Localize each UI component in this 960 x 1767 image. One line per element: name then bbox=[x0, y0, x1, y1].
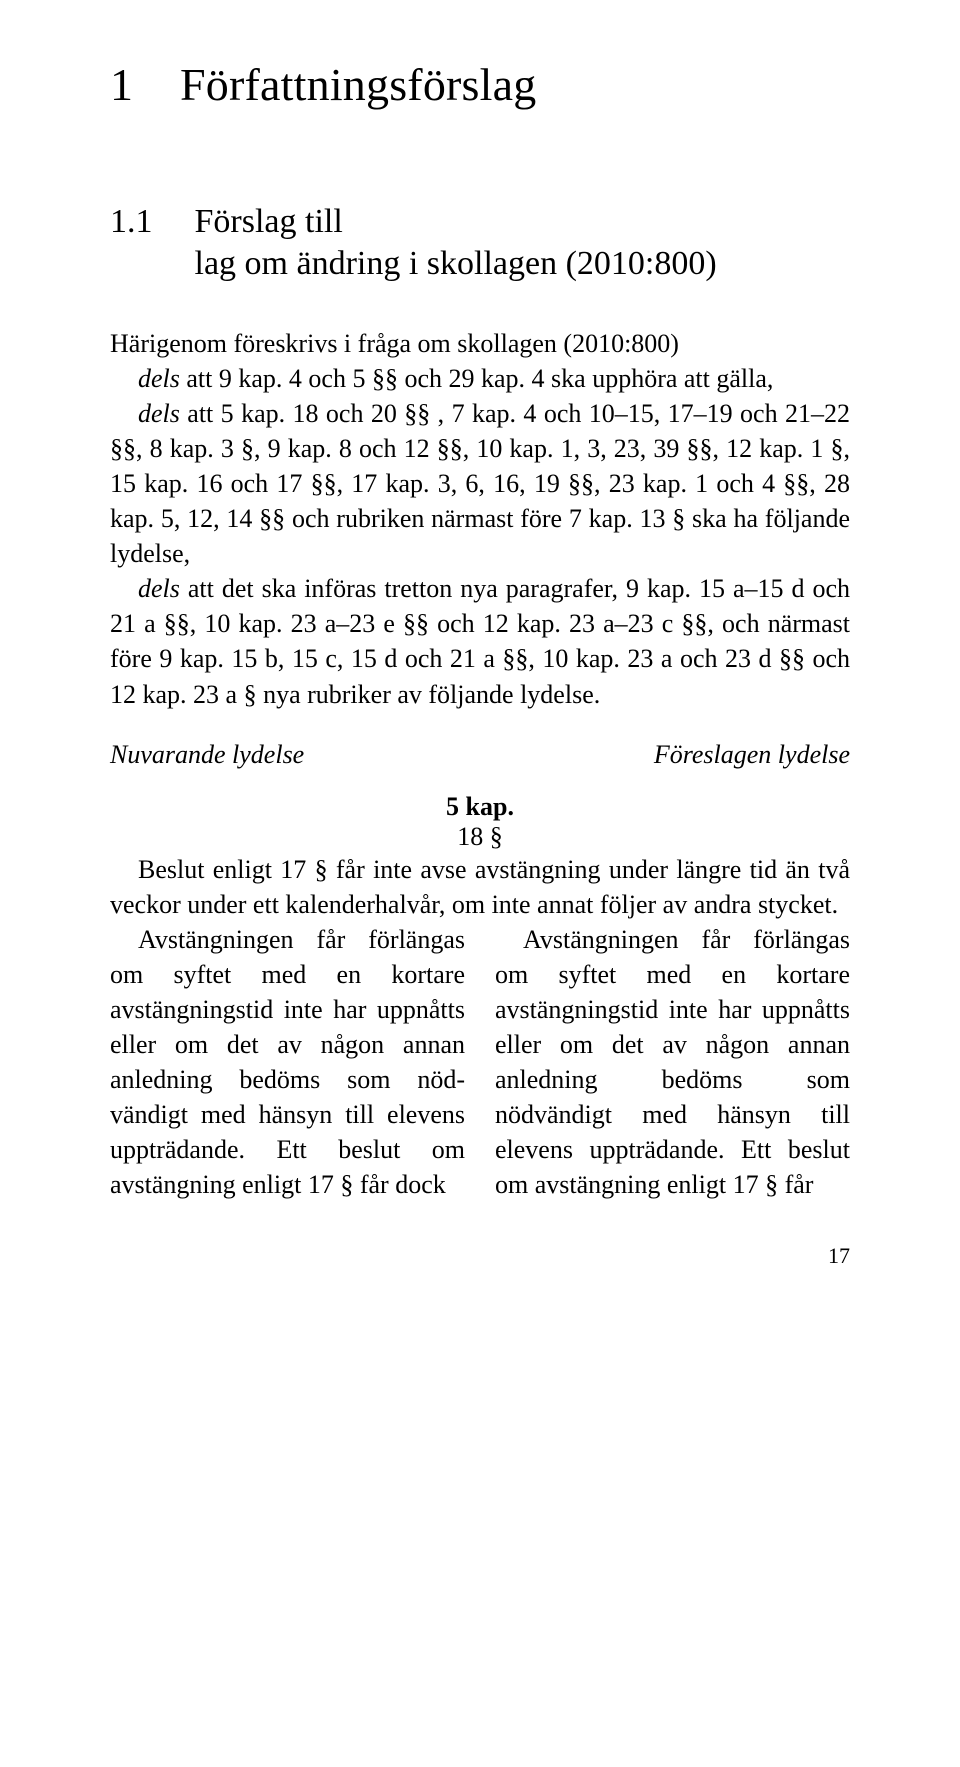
chapter-number: 1 bbox=[110, 59, 133, 110]
intro-paragraph-4: dels att det ska införas tretton nya par… bbox=[110, 571, 850, 711]
intro-p3-rest: att 5 kap. 18 och 20 §§ , 7 kap. 4 och 1… bbox=[110, 399, 850, 568]
section-title-text: Förslag till lag om ändring i skollagen … bbox=[195, 201, 851, 286]
chapter-title-text: Författningsförslag bbox=[180, 59, 536, 110]
dels-italic: dels bbox=[138, 364, 180, 393]
left-column-header: Nuvarande lydelse bbox=[110, 740, 304, 770]
paragraph-label: 18 § bbox=[110, 822, 850, 852]
dels-italic: dels bbox=[138, 574, 180, 603]
intro-paragraph-3: dels att 5 kap. 18 och 20 §§ , 7 kap. 4 … bbox=[110, 396, 850, 571]
document-page: 1 Författningsförslag 1.1 Förslag till l… bbox=[0, 0, 960, 1767]
two-column-comparison: Avstängningen får förlängas om syftet me… bbox=[110, 922, 850, 1203]
right-column-header: Föreslagen lydelse bbox=[654, 740, 850, 770]
intro-p2-rest: att 9 kap. 4 och 5 §§ och 29 kap. 4 ska … bbox=[180, 364, 774, 393]
chapter-title: 1 Författningsförslag bbox=[110, 60, 850, 111]
kapitel-label: 5 kap. bbox=[110, 792, 850, 822]
left-column-text: Avstängningen får förlängas om syftet me… bbox=[110, 922, 465, 1203]
full-width-paragraph: Beslut enligt 17 § får inte avse avstäng… bbox=[110, 852, 850, 922]
column-headers: Nuvarande lydelse Föreslagen lydelse bbox=[110, 740, 850, 770]
intro-paragraph-2: dels att 9 kap. 4 och 5 §§ och 29 kap. 4… bbox=[110, 361, 850, 396]
dels-italic: dels bbox=[138, 399, 180, 428]
page-number: 17 bbox=[110, 1243, 850, 1269]
section-number: 1.1 bbox=[110, 201, 153, 286]
section-title: 1.1 Förslag till lag om ändring i skolla… bbox=[110, 201, 850, 286]
right-column-text: Avstängningen får förlängas om syftet me… bbox=[495, 922, 850, 1203]
intro-paragraph-1: Härigenom föreskrivs i fråga om skollage… bbox=[110, 326, 850, 361]
intro-p4-rest: att det ska införas tretton nya paragraf… bbox=[110, 574, 850, 708]
